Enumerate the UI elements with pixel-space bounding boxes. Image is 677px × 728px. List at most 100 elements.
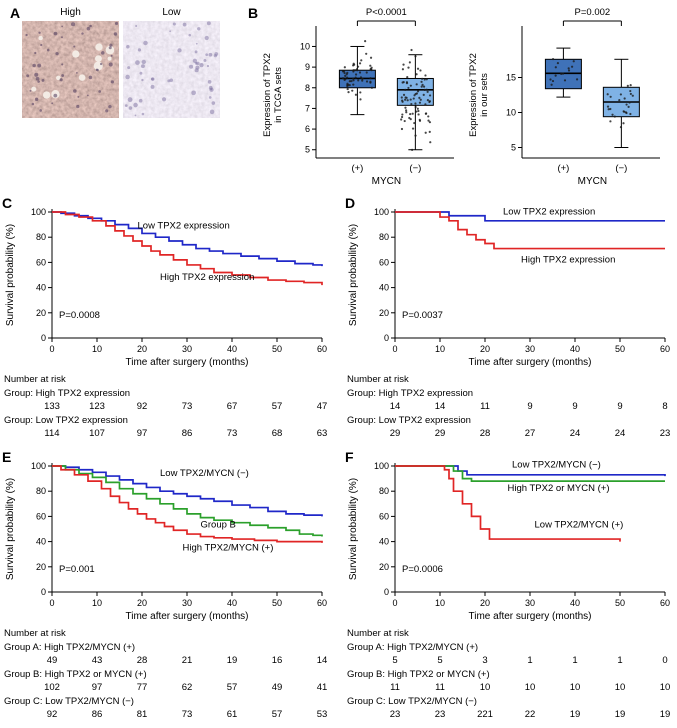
risk-value: 57 xyxy=(272,401,283,412)
risk-value: 3 xyxy=(482,655,487,666)
risk-value: 24 xyxy=(615,428,626,439)
scatter-dot xyxy=(365,52,368,55)
y-tick-label: 5 xyxy=(305,145,310,155)
nucleus-dot xyxy=(53,31,58,36)
x-tick-label: 50 xyxy=(615,598,625,608)
y-tick-label: 80 xyxy=(36,232,46,242)
km-curve-groupb xyxy=(52,465,323,537)
risk-value: 19 xyxy=(615,709,626,720)
scatter-dot xyxy=(625,111,628,115)
nucleus-dot xyxy=(188,33,192,37)
risk-value: 19 xyxy=(570,709,581,720)
scatter-dot xyxy=(417,109,420,113)
km-curve-high xyxy=(52,211,323,286)
nucleus-dot xyxy=(40,43,43,47)
nucleus-dot xyxy=(127,66,131,70)
risk-value: 10 xyxy=(525,682,536,693)
y-tick-label: 15 xyxy=(506,73,516,83)
nucleus-dot xyxy=(126,45,130,49)
risk-value: 24 xyxy=(570,428,581,439)
nucleus-dot xyxy=(86,26,91,31)
x-tick-label: 0 xyxy=(49,344,54,354)
scatter-dot xyxy=(358,62,362,65)
scatter-dot xyxy=(551,57,555,61)
scatter-dot xyxy=(354,76,357,79)
y-tick-label: 80 xyxy=(379,232,389,242)
scatter-dot xyxy=(628,101,631,104)
scatter-dot xyxy=(400,115,404,119)
risk-table-title: Number at risk xyxy=(347,628,409,639)
risk-group-label: Group A: High TPX2/MYCN (+) xyxy=(347,642,478,653)
scatter-dot xyxy=(356,65,360,68)
scatter-dot xyxy=(409,112,412,116)
scatter-dot xyxy=(403,119,406,123)
scatter-dot xyxy=(414,92,417,96)
y-tick-label: 60 xyxy=(36,511,46,521)
y-tick-label: 0 xyxy=(384,587,389,597)
scatter-dot xyxy=(420,85,423,88)
risk-value: 21 xyxy=(182,655,193,666)
y-tick-label: 0 xyxy=(384,333,389,343)
risk-value: 77 xyxy=(137,682,148,693)
scatter-dot xyxy=(410,48,413,52)
scatter-dot xyxy=(416,67,420,70)
nucleus-dot xyxy=(41,78,45,82)
risk-value: 22 xyxy=(525,709,536,720)
scatter-dot xyxy=(563,79,567,82)
nucleus-dot xyxy=(208,52,213,57)
y-tick-label: 10 xyxy=(300,41,310,51)
scatter-dot xyxy=(348,80,351,83)
curve-label-groupb: High TPX2 or MYCN (+) xyxy=(508,483,610,494)
y-axis-title: Survival probability (%) xyxy=(348,478,359,580)
boxplot-row: 5 6 7 8 9 10 (+) (−) MYCN P<0.0001 Expression of T… xyxy=(260,2,668,194)
scatter-dot xyxy=(341,70,345,73)
p-value: P=0.001 xyxy=(59,564,95,575)
scatter-dot xyxy=(424,103,427,106)
risk-value: 23 xyxy=(435,709,446,720)
scatter-dot xyxy=(425,88,428,91)
scatter-dot xyxy=(424,131,427,134)
risk-value: 10 xyxy=(660,682,671,693)
y-axis-title: Survival probability (%) xyxy=(5,224,16,326)
nucleus-dot xyxy=(32,63,36,68)
x-tick-label: 10 xyxy=(435,598,445,608)
risk-value: 14 xyxy=(435,401,446,412)
risk-value: 41 xyxy=(317,682,328,693)
scatter-dot xyxy=(369,77,372,80)
scatter-dot xyxy=(551,79,555,83)
km-curve-groupb xyxy=(395,465,665,482)
y-tick-label: 9 xyxy=(305,62,310,72)
scatter-dot xyxy=(402,63,405,66)
scatter-dot xyxy=(629,84,632,87)
y-tick-label: 40 xyxy=(379,537,389,547)
scatter-dot xyxy=(364,40,367,43)
scatter-dot xyxy=(406,75,409,79)
scatter-dot xyxy=(407,66,410,69)
scatter-dot xyxy=(405,82,409,85)
risk-value: 97 xyxy=(137,428,148,439)
scatter-dot xyxy=(618,98,621,102)
nucleus-dot xyxy=(206,21,211,26)
scatter-dot xyxy=(414,55,417,58)
scatter-dot xyxy=(415,73,418,76)
scatter-dot xyxy=(400,118,403,121)
boxplot-tcga: 5 6 7 8 9 10 (+) (−) MYCN P<0.0001 Expression of T… xyxy=(262,7,454,187)
risk-table-title: Number at risk xyxy=(347,374,409,385)
category-label: (+) xyxy=(351,163,363,174)
scatter-dot xyxy=(400,96,403,99)
risk-value: 29 xyxy=(390,428,401,439)
scatter-dot xyxy=(346,76,349,79)
x-axis-title: Time after surgery (months) xyxy=(126,611,249,622)
risk-value: 86 xyxy=(182,428,193,439)
risk-value: 49 xyxy=(272,682,283,693)
risk-value: 221 xyxy=(477,709,493,720)
nucleus-dot xyxy=(134,114,137,117)
nucleus-dot xyxy=(61,36,63,39)
curve-label-low: Low TPX2/MYCN (−) xyxy=(160,468,249,479)
scatter-dot xyxy=(428,100,431,103)
nucleus-dot xyxy=(39,109,43,112)
risk-value: 1 xyxy=(572,655,577,666)
tissue-void xyxy=(105,45,115,55)
nucleus-dot xyxy=(89,24,92,28)
